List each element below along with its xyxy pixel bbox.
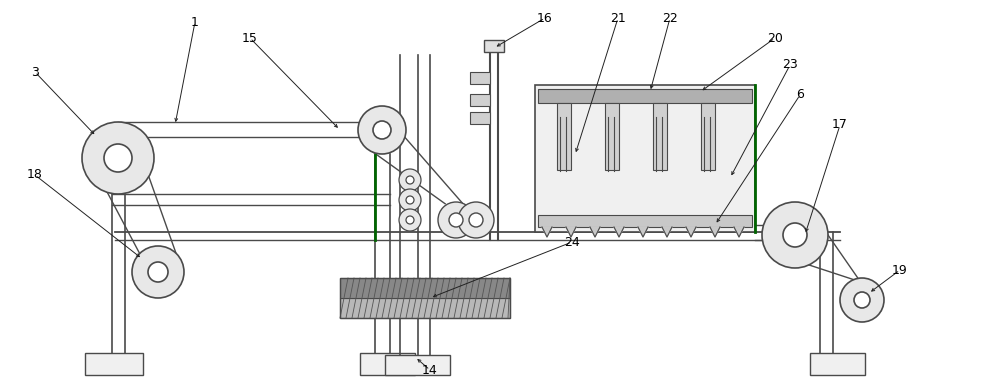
Bar <box>340 278 510 318</box>
Bar <box>538 89 752 103</box>
Circle shape <box>854 292 870 308</box>
Circle shape <box>132 246 184 298</box>
Bar <box>385 355 450 375</box>
Bar <box>605 103 619 170</box>
Text: 22: 22 <box>662 12 678 24</box>
Circle shape <box>82 122 154 194</box>
Circle shape <box>399 189 421 211</box>
Polygon shape <box>662 227 672 237</box>
Text: 1: 1 <box>191 15 199 29</box>
Bar <box>535 85 755 232</box>
Bar <box>470 94 490 106</box>
Circle shape <box>458 202 494 238</box>
Circle shape <box>399 209 421 231</box>
Circle shape <box>373 121 391 139</box>
Bar <box>340 278 510 298</box>
Text: 17: 17 <box>832 119 848 132</box>
Bar <box>85 353 143 375</box>
Text: 23: 23 <box>782 59 798 71</box>
Text: 6: 6 <box>796 88 804 102</box>
Circle shape <box>358 106 406 154</box>
Circle shape <box>762 202 828 268</box>
Polygon shape <box>614 227 624 237</box>
Circle shape <box>438 202 474 238</box>
Bar <box>340 298 510 318</box>
Text: 16: 16 <box>537 12 553 24</box>
Bar <box>653 103 667 170</box>
Circle shape <box>449 213 463 227</box>
Circle shape <box>406 216 414 224</box>
Text: 19: 19 <box>892 264 908 276</box>
Polygon shape <box>638 227 648 237</box>
Circle shape <box>469 213 483 227</box>
Circle shape <box>406 176 414 184</box>
Bar <box>810 353 865 375</box>
Circle shape <box>399 169 421 191</box>
Text: 3: 3 <box>31 66 39 78</box>
Polygon shape <box>566 227 576 237</box>
Polygon shape <box>686 227 696 237</box>
Polygon shape <box>734 227 744 237</box>
Circle shape <box>840 278 884 322</box>
Text: 24: 24 <box>564 235 580 249</box>
Bar <box>484 40 504 52</box>
Circle shape <box>406 196 414 204</box>
Bar <box>470 112 490 124</box>
Polygon shape <box>590 227 600 237</box>
Circle shape <box>148 262 168 282</box>
Circle shape <box>783 223 807 247</box>
Bar <box>701 103 715 170</box>
Polygon shape <box>542 227 552 237</box>
Text: 15: 15 <box>242 32 258 44</box>
Bar <box>360 353 415 375</box>
Bar <box>557 103 571 170</box>
Bar <box>470 72 490 84</box>
Polygon shape <box>710 227 720 237</box>
Text: 21: 21 <box>610 12 626 24</box>
Text: 14: 14 <box>422 364 438 376</box>
Bar <box>538 215 752 227</box>
Text: 18: 18 <box>27 169 43 181</box>
Circle shape <box>104 144 132 172</box>
Text: 20: 20 <box>767 32 783 44</box>
